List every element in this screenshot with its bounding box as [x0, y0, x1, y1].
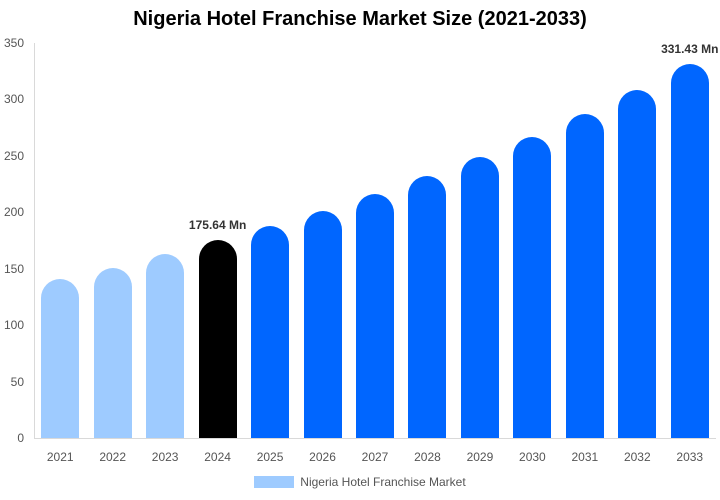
bar-2021[interactable]	[41, 278, 80, 438]
legend: Nigeria Hotel Franchise Market	[0, 475, 720, 489]
y-tick-label: 100	[3, 318, 24, 333]
chart-title: Nigeria Hotel Franchise Market Size (202…	[133, 8, 587, 30]
data-label-2024: 175.64 Mn	[188, 217, 247, 232]
bar-2031[interactable]	[565, 114, 604, 438]
bar-2033[interactable]	[670, 63, 709, 438]
x-axis-line	[34, 438, 716, 439]
x-tick-label: 2025	[256, 450, 284, 464]
x-tick-label: 2022	[99, 450, 127, 464]
x-tick-label: 2028	[414, 450, 441, 464]
y-tick-label: 300	[3, 92, 24, 107]
x-tick-label: 2024	[204, 450, 231, 464]
legend-label[interactable]: Nigeria Hotel Franchise Market	[300, 475, 466, 489]
y-tick-label: 0	[17, 431, 24, 445]
x-tick-label: 2027	[361, 450, 389, 464]
y-tick-label: 250	[3, 148, 24, 163]
x-tick-label: 2021	[46, 450, 74, 464]
bar-2022[interactable]	[93, 267, 132, 438]
x-tick-label: 2033	[676, 450, 704, 464]
bar-2026[interactable]	[303, 211, 342, 438]
bar-2028[interactable]	[408, 176, 447, 438]
bar-2030[interactable]	[513, 136, 552, 438]
bar-2025[interactable]	[251, 225, 290, 438]
x-tick-label: 2023	[151, 450, 179, 464]
bar-2029[interactable]	[460, 157, 499, 438]
data-label-2033: 331.43 Mn	[661, 41, 719, 56]
y-tick-label: 350	[3, 36, 24, 50]
x-tick-label: 2030	[519, 450, 546, 464]
x-tick-label: 2032	[623, 450, 651, 464]
x-tick-label: 2026	[309, 450, 336, 464]
x-tick-label: 2029	[466, 450, 494, 464]
plot-area	[34, 43, 716, 438]
y-tick-label: 200	[3, 205, 24, 220]
x-tick-label: 2031	[571, 450, 599, 464]
bar-2023[interactable]	[146, 254, 185, 438]
bar-2032[interactable]	[618, 90, 657, 438]
bar-2024[interactable]	[198, 239, 237, 438]
y-tick-label: 150	[3, 261, 24, 276]
y-axis-line	[34, 43, 35, 439]
bar-2027[interactable]	[356, 194, 394, 438]
legend-swatch[interactable]	[254, 476, 295, 488]
y-tick-label: 50	[10, 374, 24, 389]
